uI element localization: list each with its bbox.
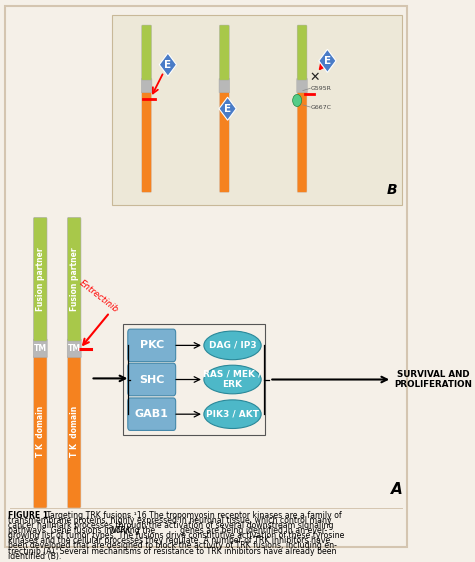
Text: trectinib (A). Several mechanisms of resistance to TRK inhibitors have already b: trectinib (A). Several mechanisms of res… — [8, 546, 336, 555]
Text: DAG / IP3: DAG / IP3 — [209, 341, 256, 350]
FancyBboxPatch shape — [297, 25, 307, 80]
FancyBboxPatch shape — [33, 339, 47, 357]
FancyBboxPatch shape — [219, 79, 229, 93]
FancyBboxPatch shape — [141, 79, 152, 93]
Text: RAS / MEK /
ERK: RAS / MEK / ERK — [203, 370, 262, 389]
Text: NTRK: NTRK — [111, 526, 132, 535]
Text: ✕: ✕ — [309, 71, 320, 84]
Polygon shape — [219, 97, 236, 120]
Text: been developed that are designed to block the activity of TRK fusions, including: been developed that are designed to bloc… — [8, 541, 336, 550]
FancyBboxPatch shape — [297, 79, 307, 93]
Text: B: B — [387, 183, 398, 197]
Text: T K  domain: T K domain — [36, 406, 45, 457]
FancyBboxPatch shape — [219, 91, 229, 192]
Text: SURVIVAL AND
PROLIFERATION: SURVIVAL AND PROLIFERATION — [394, 370, 472, 389]
Text: SHC: SHC — [139, 374, 164, 384]
Ellipse shape — [204, 365, 261, 394]
Text: E: E — [224, 104, 231, 114]
FancyBboxPatch shape — [67, 356, 81, 508]
Text: E: E — [164, 60, 171, 70]
FancyBboxPatch shape — [219, 25, 229, 80]
Text: identified (B).: identified (B). — [8, 551, 61, 560]
Text: T K  domain: T K domain — [70, 406, 79, 457]
FancyBboxPatch shape — [5, 6, 407, 547]
Text: Fusion partner: Fusion partner — [36, 247, 45, 311]
Ellipse shape — [293, 94, 302, 107]
Text: E: E — [324, 56, 331, 66]
FancyBboxPatch shape — [34, 217, 47, 341]
Text: growing list of tumor types. The fusions drive constitutive activation of these : growing list of tumor types. The fusions… — [8, 531, 344, 540]
Text: pathways. Gene fusions involving the          genes are being identified in an e: pathways. Gene fusions involving the gen… — [8, 526, 327, 535]
Polygon shape — [319, 49, 336, 72]
Text: PIK3 / AKT: PIK3 / AKT — [206, 410, 259, 419]
Text: FIGURE 1: FIGURE 1 — [8, 511, 48, 520]
Text: kinases and the cellular processes they regulate. A number of TRK inhibitors hav: kinases and the cellular processes they … — [8, 536, 330, 545]
Text: Targeting TRK fusions.¹16 The tropomyosin receptor kinases are a family of: Targeting TRK fusions.¹16 The tropomyosi… — [44, 511, 341, 520]
Polygon shape — [159, 53, 177, 76]
Text: transmembrane proteins, highly expressed in neuronal tissue, which control many: transmembrane proteins, highly expressed… — [8, 516, 331, 525]
FancyBboxPatch shape — [128, 363, 176, 396]
Text: GAB1: GAB1 — [135, 409, 169, 419]
Text: TM: TM — [67, 344, 81, 353]
FancyBboxPatch shape — [128, 329, 176, 361]
Text: G595R: G595R — [311, 86, 332, 91]
FancyBboxPatch shape — [297, 91, 307, 192]
Text: A: A — [391, 482, 403, 497]
Text: cancer hallmark processes through the activation of several downstream signaling: cancer hallmark processes through the ac… — [8, 521, 333, 530]
FancyBboxPatch shape — [128, 398, 176, 430]
Text: Fusion partner: Fusion partner — [70, 247, 79, 311]
FancyBboxPatch shape — [142, 91, 152, 192]
FancyBboxPatch shape — [67, 217, 81, 341]
FancyBboxPatch shape — [112, 15, 402, 205]
Ellipse shape — [204, 400, 261, 428]
FancyBboxPatch shape — [34, 356, 47, 508]
Text: PKC: PKC — [140, 341, 164, 350]
Text: TM: TM — [34, 344, 47, 353]
Ellipse shape — [204, 331, 261, 360]
Text: G667C: G667C — [311, 105, 332, 110]
FancyBboxPatch shape — [142, 25, 152, 80]
Text: Entrectinib: Entrectinib — [77, 278, 120, 314]
FancyBboxPatch shape — [67, 339, 81, 357]
